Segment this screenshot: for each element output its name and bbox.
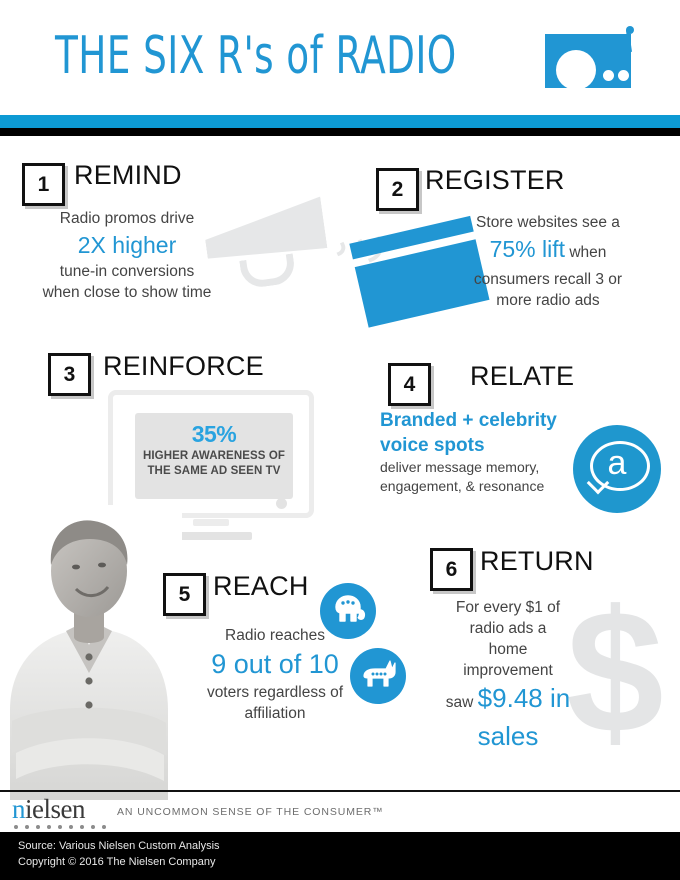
section-number-5: 5 bbox=[163, 573, 206, 616]
section-heading-1: REMIND bbox=[74, 160, 182, 190]
monitor-frame: 35% HIGHER AWARENESS OF THE SAME AD SEEN… bbox=[108, 390, 314, 518]
monitor-screen: 35% HIGHER AWARENESS OF THE SAME AD SEEN… bbox=[135, 413, 293, 499]
section-6-line-2: radio ads a bbox=[469, 620, 547, 637]
footer-rule bbox=[0, 790, 680, 792]
monitor-stand-neck bbox=[193, 519, 229, 526]
section-2-stat: 75% lift bbox=[489, 236, 566, 262]
section-4-stat-line-1: Branded + celebrity bbox=[380, 410, 557, 431]
dollar-sign-icon: $ bbox=[566, 575, 664, 770]
section-6-stat: $9.48 in bbox=[477, 683, 571, 713]
radio-body bbox=[545, 34, 631, 90]
section-number-6: 6 bbox=[430, 548, 473, 591]
man-photo-illustration bbox=[0, 505, 182, 800]
republican-elephant-icon bbox=[320, 583, 376, 639]
section-6-line-4: improvement bbox=[463, 662, 553, 679]
nielsen-logo: nielsen bbox=[12, 796, 112, 829]
avatar bbox=[0, 505, 182, 800]
section-number-2: 2 bbox=[376, 168, 419, 211]
nielsen-logo-rest: ielsen bbox=[25, 794, 85, 824]
footer-source: Source: Various Nielsen Custom Analysis bbox=[18, 840, 220, 852]
footer-credits: Source: Various Nielsen Custom Analysis … bbox=[0, 832, 680, 880]
section-2-line-3: consumers recall 3 or bbox=[473, 271, 623, 288]
section-heading-6: RETURN bbox=[480, 546, 594, 576]
section-6-line-1: For every $1 of bbox=[455, 599, 561, 616]
section-1-line-1: Radio promos drive bbox=[59, 210, 195, 227]
footer-copyright: Copyright © 2016 The Nielsen Company bbox=[18, 856, 216, 868]
elephant-glyph bbox=[335, 595, 366, 622]
radio-dial-left bbox=[603, 70, 614, 81]
speech-bubble-letter: a bbox=[607, 444, 627, 482]
section-5-line-1: Radio reaches bbox=[225, 627, 325, 644]
logo-dot bbox=[102, 825, 106, 829]
section-2-line-4: more radio ads bbox=[496, 292, 600, 309]
monitor-power-dot bbox=[276, 498, 287, 509]
section-2-line-1: Store websites see a bbox=[476, 214, 620, 231]
speech-bubble-a-icon: a bbox=[573, 425, 661, 513]
nielsen-logo-dots bbox=[14, 825, 112, 829]
page-title: THE SIX R's of RADIO bbox=[55, 26, 457, 86]
logo-dot bbox=[69, 825, 73, 829]
radio-speaker bbox=[556, 50, 596, 90]
section-number-4: 4 bbox=[388, 363, 431, 406]
section-2-stat-suffix: when bbox=[565, 244, 607, 261]
nielsen-tagline: AN UNCOMMON SENSE OF THE CONSUMER™ bbox=[117, 806, 384, 818]
nielsen-logo-n: n bbox=[12, 794, 26, 824]
section-1-line-4: when close to show time bbox=[42, 284, 212, 301]
section-number-1: 1 bbox=[22, 163, 65, 206]
reinforce-caption-line-1: HIGHER AWARENESS OF bbox=[142, 450, 286, 462]
section-6-stat-prefix: saw bbox=[445, 694, 478, 711]
radio-dial-right bbox=[618, 70, 629, 81]
donkey-glyph bbox=[363, 660, 396, 687]
section-6-line-3: home bbox=[488, 641, 528, 658]
section-4-line-4: engagement, & resonance bbox=[380, 478, 545, 494]
logo-dot bbox=[91, 825, 95, 829]
logo-dot bbox=[25, 825, 29, 829]
section-heading-4: RELATE bbox=[470, 361, 575, 391]
section-number-3: 3 bbox=[48, 353, 91, 396]
section-5-line-4: affiliation bbox=[244, 705, 306, 722]
radio-antenna-ball bbox=[626, 26, 634, 34]
logo-dot bbox=[58, 825, 62, 829]
monitor-icon: 35% HIGHER AWARENESS OF THE SAME AD SEEN… bbox=[108, 390, 314, 540]
section-1-stat: 2X higher bbox=[77, 232, 177, 258]
democrat-donkey-icon bbox=[350, 648, 406, 704]
section-5-stat: 9 out of 10 bbox=[211, 649, 339, 679]
megaphone-handle bbox=[239, 253, 297, 290]
monitor-stand-base bbox=[170, 532, 252, 540]
section-body-1: Radio promos drive 2X higher tune-in con… bbox=[12, 208, 242, 303]
section-2-stat-row: 75% lift when bbox=[432, 233, 664, 269]
header: THE SIX R's of RADIO bbox=[0, 0, 680, 115]
section-heading-2: REGISTER bbox=[425, 165, 565, 195]
section-4-line-3: deliver message memory, bbox=[380, 459, 540, 475]
section-6-stat-line-2: sales bbox=[477, 721, 539, 751]
logo-dot bbox=[80, 825, 84, 829]
radio-icon bbox=[545, 26, 643, 90]
section-heading-5: REACH bbox=[213, 571, 309, 601]
speech-bubble-outline bbox=[590, 441, 650, 491]
section-body-6: For every $1 of radio ads a home improve… bbox=[428, 597, 588, 752]
section-4-stat-line-2: voice spots bbox=[380, 435, 485, 456]
section-6-stat-row: saw $9.48 in bbox=[428, 681, 588, 720]
reinforce-caption-line-2: THE SAME AD SEEN TV bbox=[147, 465, 281, 477]
nielsen-wordmark: nielsen bbox=[12, 796, 112, 823]
section-5-line-3: voters regardless of bbox=[206, 684, 344, 701]
logo-dot bbox=[14, 825, 18, 829]
section-body-5: Radio reaches 9 out of 10 voters regardl… bbox=[150, 625, 400, 724]
section-1-line-3: tune-in conversions bbox=[59, 263, 195, 280]
divider-blue-bar bbox=[0, 115, 680, 128]
logo-dot bbox=[36, 825, 40, 829]
section-body-2: Store websites see a 75% lift when consu… bbox=[432, 212, 664, 311]
divider-black-bar bbox=[0, 128, 680, 136]
section-heading-3: REINFORCE bbox=[103, 351, 264, 381]
logo-dot bbox=[47, 825, 51, 829]
reinforce-percent: 35% bbox=[191, 421, 237, 447]
section-body-4: Branded + celebrity voice spots deliver … bbox=[380, 408, 592, 496]
